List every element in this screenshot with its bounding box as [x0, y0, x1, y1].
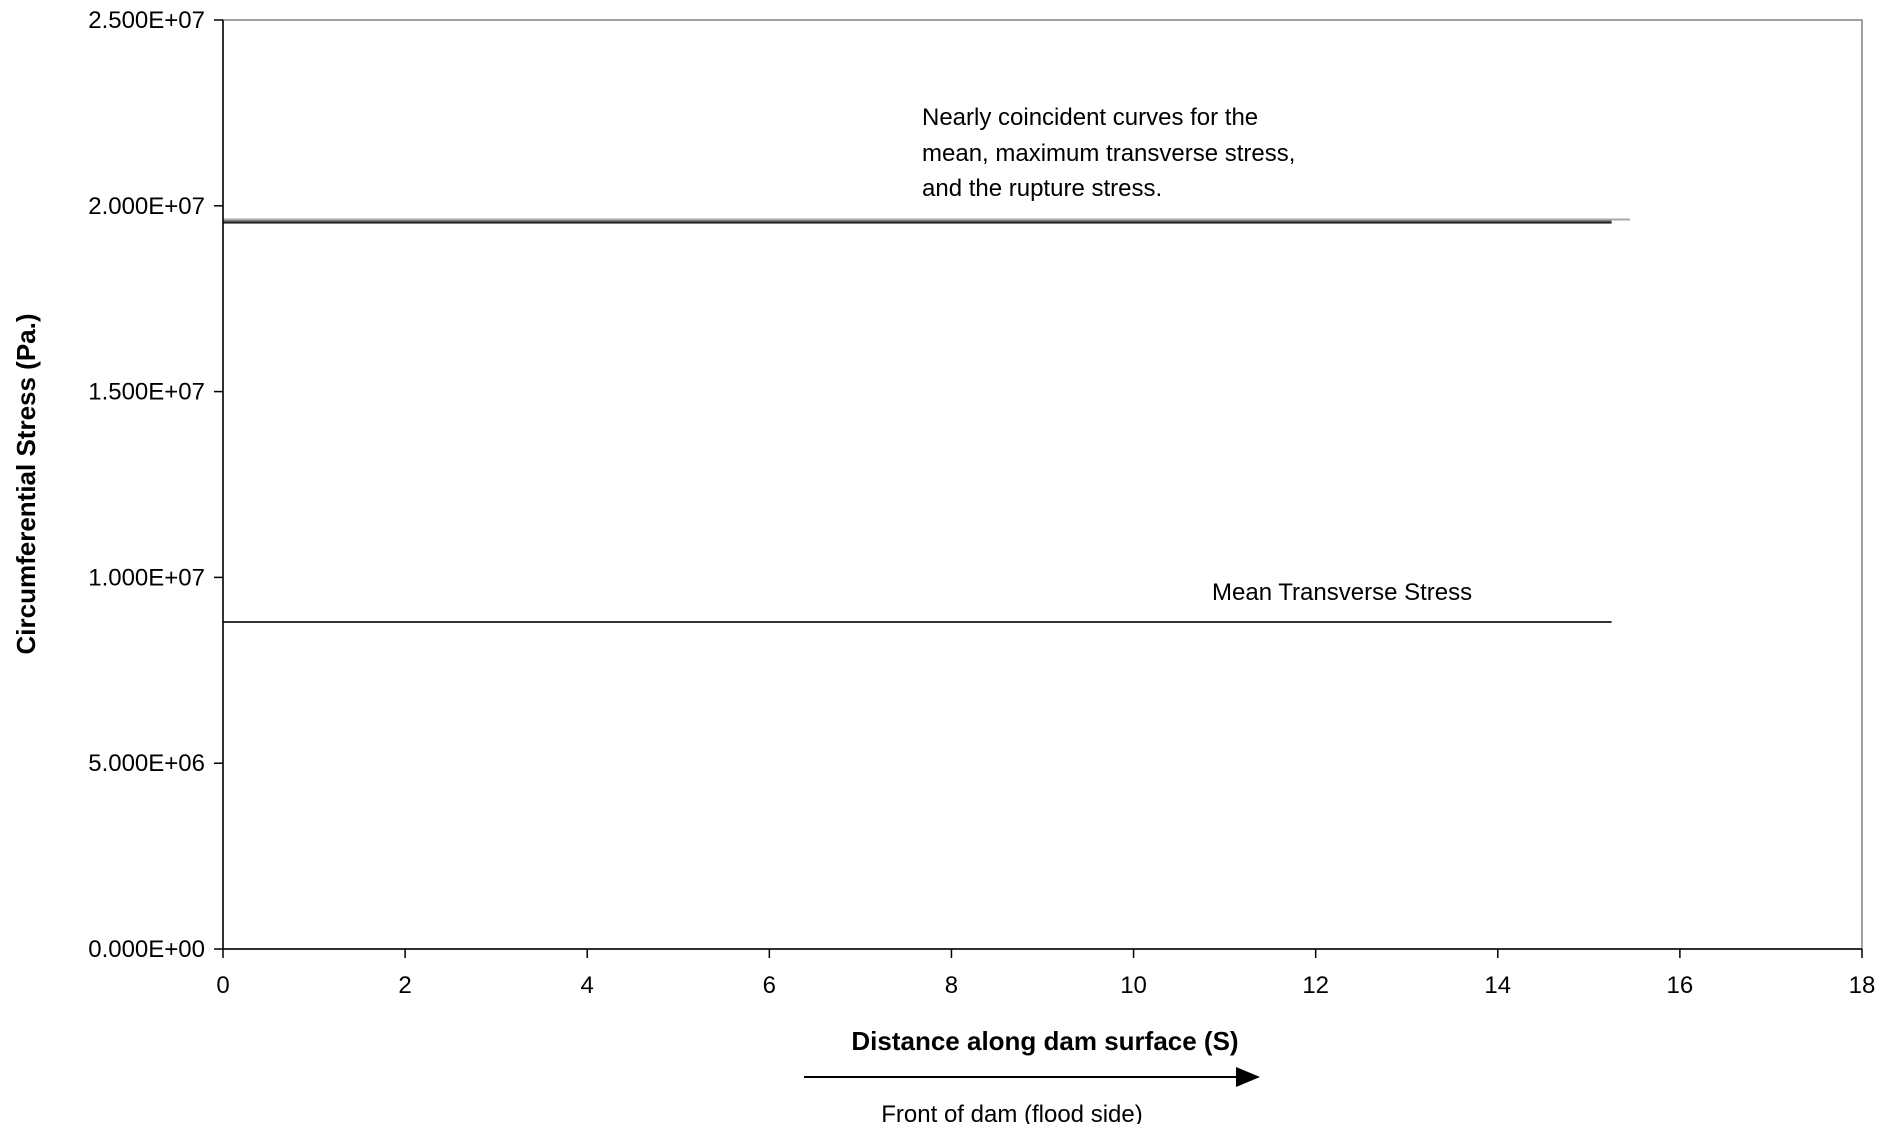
y-tick-label: 0.000E+00: [88, 936, 205, 963]
x-tick-label: 16: [1667, 972, 1694, 999]
x-tick-label: 12: [1302, 972, 1329, 999]
coincident-annotation-line: and the rupture stress.: [922, 175, 1162, 202]
y-tick-label: 5.000E+06: [88, 750, 205, 777]
coincident-annotation: Nearly coincident curves for the mean, m…: [922, 104, 1302, 202]
x-tick-label: 4: [581, 972, 594, 999]
direction-note: Front of dam (flood side): [881, 1101, 1142, 1124]
y-axis-label: Circumferential Stress (Pa.): [11, 313, 41, 654]
x-tick-label: 2: [398, 972, 411, 999]
x-tick-label: 14: [1484, 972, 1511, 999]
arrow-right-icon: [1236, 1067, 1260, 1087]
x-tick-label: 6: [763, 972, 776, 999]
y-tick-label: 2.500E+07: [88, 7, 205, 34]
series-layer: [223, 218, 1630, 623]
y-tick-label: 1.000E+07: [88, 564, 205, 591]
coincident-annotation-line: mean, maximum transverse stress,: [922, 140, 1295, 167]
coincident-annotation-line: Nearly coincident curves for the: [922, 104, 1258, 131]
y-tick-label: 2.000E+07: [88, 193, 205, 220]
x-tick-label: 10: [1120, 972, 1147, 999]
y-axis: 0.000E+00 5.000E+06 1.000E+07 1.500E+07 2.00…: [88, 7, 223, 963]
x-tick-label: 18: [1849, 972, 1876, 999]
x-tick-label: 0: [216, 972, 229, 999]
x-axis-label: Distance along dam surface (S): [851, 1026, 1238, 1056]
y-tick-label: 1.500E+07: [88, 379, 205, 406]
mean-transverse-annotation: Mean Transverse Stress: [1212, 579, 1472, 606]
plot-area: [222, 19, 1863, 950]
x-tick-label: 8: [945, 972, 958, 999]
x-axis: 0 2 4 6 8 10 12 14 16 18: [216, 949, 1875, 999]
